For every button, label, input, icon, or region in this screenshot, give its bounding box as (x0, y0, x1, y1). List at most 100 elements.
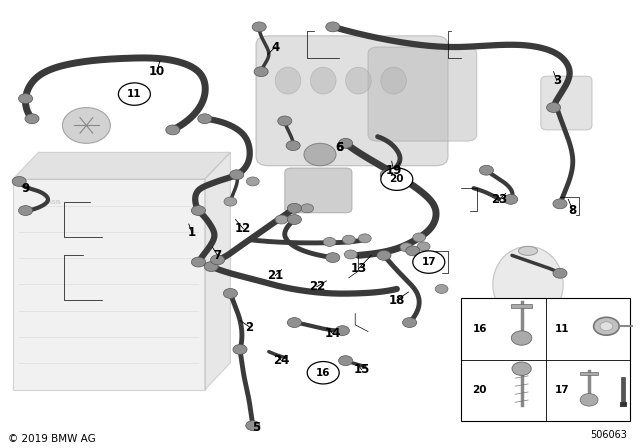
Text: 5: 5 (252, 421, 260, 435)
Circle shape (118, 83, 150, 105)
Circle shape (198, 114, 212, 124)
Circle shape (286, 141, 300, 151)
Circle shape (252, 22, 266, 32)
Text: 7: 7 (214, 249, 221, 262)
Circle shape (287, 203, 301, 213)
Text: 16: 16 (472, 324, 487, 334)
Circle shape (278, 116, 292, 126)
Circle shape (287, 318, 301, 327)
Bar (580, 372, 598, 375)
Circle shape (381, 168, 413, 190)
Circle shape (426, 258, 438, 267)
Text: 17: 17 (556, 385, 570, 395)
Bar (511, 304, 532, 307)
FancyBboxPatch shape (256, 36, 448, 166)
Circle shape (413, 233, 426, 242)
Text: 20: 20 (390, 174, 404, 184)
Circle shape (342, 235, 355, 244)
Text: 20: 20 (472, 385, 487, 395)
Circle shape (307, 362, 339, 384)
Circle shape (275, 215, 288, 224)
Text: 12: 12 (235, 222, 252, 235)
Text: 11: 11 (127, 89, 141, 99)
Text: 6: 6 (335, 141, 343, 155)
Circle shape (413, 251, 445, 273)
Circle shape (339, 138, 353, 148)
Circle shape (25, 114, 39, 124)
Ellipse shape (518, 246, 538, 255)
Circle shape (304, 143, 336, 166)
Bar (461, 298, 630, 421)
Text: 11: 11 (556, 324, 570, 334)
Ellipse shape (493, 246, 563, 323)
Text: 8: 8 (569, 204, 577, 217)
FancyBboxPatch shape (368, 47, 477, 141)
Circle shape (511, 331, 532, 345)
Circle shape (593, 317, 619, 335)
Circle shape (326, 253, 340, 263)
Circle shape (19, 94, 33, 103)
Text: 3: 3 (553, 74, 561, 87)
Polygon shape (13, 152, 230, 179)
Circle shape (580, 394, 598, 406)
Text: 17: 17 (422, 257, 436, 267)
Circle shape (326, 22, 340, 32)
Ellipse shape (346, 67, 371, 94)
FancyBboxPatch shape (541, 76, 592, 130)
Text: © 2019 BMW AG: © 2019 BMW AG (8, 434, 95, 444)
Text: 2: 2 (246, 320, 253, 334)
Text: 6: 6 (335, 141, 343, 155)
Text: 1: 1 (188, 226, 196, 240)
Circle shape (287, 215, 301, 224)
Circle shape (553, 199, 567, 209)
Text: 22: 22 (308, 280, 325, 293)
Circle shape (191, 206, 205, 215)
Ellipse shape (381, 67, 406, 94)
Ellipse shape (275, 67, 301, 94)
Text: 24: 24 (273, 354, 290, 367)
Circle shape (204, 262, 218, 271)
Circle shape (417, 242, 430, 251)
Circle shape (504, 194, 518, 204)
Text: DASIS: DASIS (45, 200, 61, 206)
Circle shape (435, 284, 448, 293)
Circle shape (358, 234, 371, 243)
Circle shape (553, 268, 567, 278)
Circle shape (191, 257, 205, 267)
Circle shape (479, 165, 493, 175)
Circle shape (403, 318, 417, 327)
Text: 10: 10 (148, 65, 165, 78)
Text: 15: 15 (353, 363, 370, 376)
Circle shape (166, 125, 180, 135)
Circle shape (344, 250, 357, 259)
Circle shape (230, 170, 244, 180)
Circle shape (339, 356, 353, 366)
Circle shape (233, 345, 247, 354)
Text: 19: 19 (385, 164, 402, 177)
Text: 13: 13 (350, 262, 367, 276)
Circle shape (600, 322, 613, 331)
Text: 16: 16 (316, 368, 330, 378)
Circle shape (223, 289, 237, 298)
Circle shape (323, 237, 336, 246)
Text: 14: 14 (324, 327, 341, 340)
Circle shape (512, 362, 531, 375)
FancyBboxPatch shape (285, 168, 352, 213)
Text: 506063: 506063 (590, 430, 627, 440)
Circle shape (547, 103, 561, 112)
Circle shape (301, 204, 314, 213)
Circle shape (380, 170, 394, 180)
Circle shape (211, 255, 225, 265)
Text: 18: 18 (388, 293, 405, 307)
Circle shape (12, 177, 26, 186)
Text: 9: 9 (22, 181, 29, 195)
Circle shape (19, 206, 33, 215)
Text: 23: 23 (491, 193, 508, 206)
Circle shape (406, 246, 420, 256)
Circle shape (377, 250, 391, 260)
Bar (13, 179, 205, 390)
Text: 21: 21 (267, 269, 284, 282)
Circle shape (335, 326, 349, 336)
Ellipse shape (63, 108, 111, 143)
Circle shape (224, 197, 237, 206)
